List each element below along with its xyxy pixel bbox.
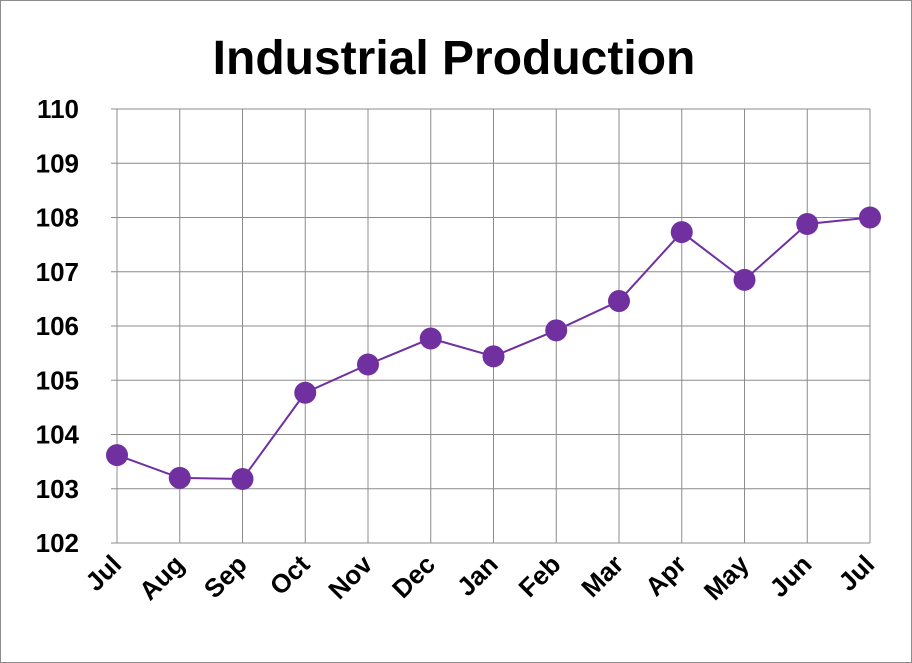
- x-tick-label: Oct: [264, 549, 316, 601]
- x-tick-label: Sep: [198, 549, 253, 604]
- data-point-marker: [796, 213, 819, 236]
- x-tick-label: Jul: [79, 549, 127, 597]
- x-axis-tick-labels: Jul Aug Sep Oct Nov Dec Jan Feb Mar Apr May Jun Jul: [79, 549, 880, 606]
- x-tick-label: Jul: [832, 549, 880, 597]
- x-tick-label: Jun: [764, 549, 818, 603]
- data-point-marker: [608, 290, 630, 313]
- y-tick-label: 105: [36, 365, 79, 395]
- x-tick-label: Aug: [133, 549, 190, 606]
- series-line: [106, 206, 881, 490]
- data-point-marker: [419, 327, 442, 350]
- data-point-marker: [294, 381, 317, 404]
- chart-title: Industrial Production: [213, 32, 696, 85]
- y-tick-label: 106: [36, 311, 79, 341]
- data-point-marker: [545, 319, 568, 342]
- y-tick-label: 104: [36, 420, 80, 450]
- data-point-marker: [106, 444, 128, 467]
- y-axis-tick-labels: 102 103 104 105 106 107 108 109 110: [36, 94, 80, 558]
- x-tick-label: Jan: [451, 549, 504, 602]
- x-tick-label: Nov: [322, 549, 378, 605]
- y-tick-label: 108: [36, 203, 79, 233]
- x-tick-label: Dec: [386, 549, 441, 604]
- data-point-marker: [733, 268, 756, 291]
- y-tick-label: 109: [36, 148, 79, 178]
- data-point-marker: [231, 467, 254, 490]
- data-point-marker: [482, 345, 505, 368]
- x-tick-label: Apr: [639, 549, 692, 602]
- data-point-marker: [357, 353, 379, 376]
- x-tick-label: Mar: [575, 549, 629, 603]
- y-tick-label: 102: [36, 528, 79, 558]
- data-point-marker: [859, 206, 881, 229]
- x-tick-label: Feb: [513, 549, 567, 603]
- data-point-marker: [168, 466, 191, 489]
- x-tick-label: May: [698, 549, 755, 606]
- data-point-marker: [670, 221, 693, 244]
- y-tick-label: 103: [36, 474, 79, 504]
- y-tick-label: 110: [37, 94, 79, 124]
- y-tick-label: 107: [36, 257, 79, 287]
